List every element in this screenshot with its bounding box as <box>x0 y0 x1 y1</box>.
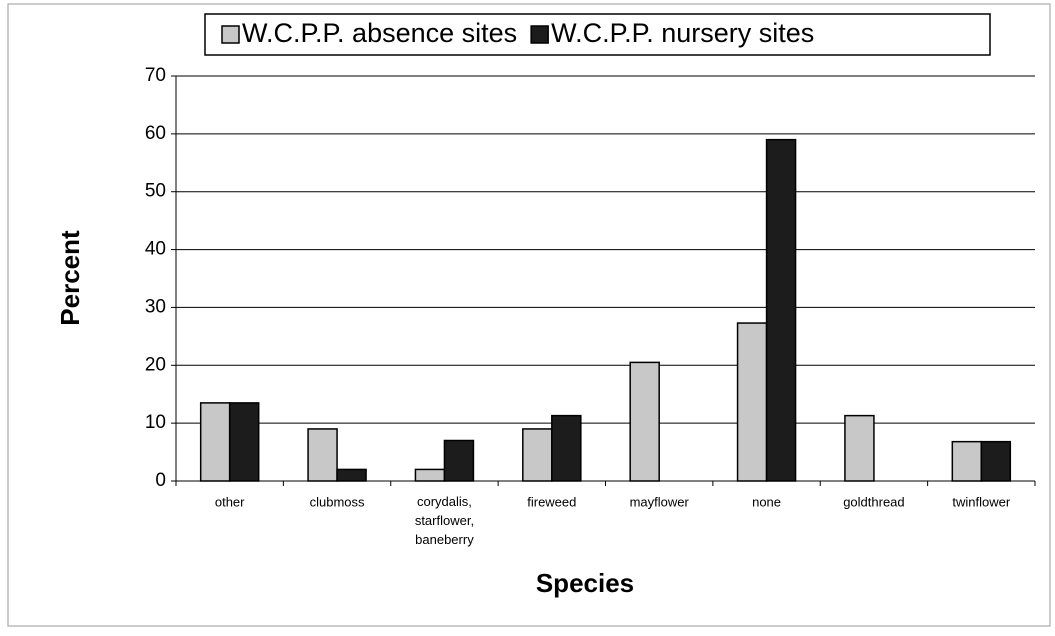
bar <box>307 428 338 482</box>
x-tick-label: clubmoss <box>310 494 365 509</box>
bar <box>199 402 231 482</box>
x-tick-label: other <box>215 494 245 509</box>
legend-swatch <box>221 25 240 44</box>
x-tick-label: fireweed <box>527 494 576 509</box>
legend-swatch <box>530 25 549 44</box>
legend-label: W.C.P.P. nursery sites <box>551 18 814 48</box>
bar <box>443 439 475 482</box>
y-tick-label: 40 <box>145 239 166 260</box>
y-tick-label: 30 <box>145 296 166 317</box>
bar <box>228 402 260 482</box>
y-tick-label: 10 <box>145 412 166 433</box>
x-tick-label: mayflower <box>630 494 690 509</box>
x-tick-label: corydalis, starflower, baneberry <box>415 494 474 547</box>
x-tick-label: twinflower <box>952 494 1010 509</box>
bar <box>765 138 797 482</box>
legend-frame <box>204 13 991 56</box>
bar <box>980 440 1012 482</box>
bar <box>629 361 660 482</box>
x-axis-title: Species <box>536 568 634 598</box>
y-tick-label: 60 <box>145 123 166 144</box>
chart-frame <box>7 3 1051 627</box>
y-axis-title: Percent <box>55 230 85 326</box>
bar <box>844 414 875 482</box>
bar <box>736 322 768 482</box>
y-tick-label: 50 <box>145 181 166 202</box>
bar <box>951 440 983 482</box>
bar <box>336 468 367 482</box>
x-tick-label: none <box>752 494 781 509</box>
x-tick-label: goldthread <box>843 494 904 509</box>
bar <box>522 428 553 482</box>
legend-label: W.C.P.P. absence sites <box>242 18 517 48</box>
y-tick-label: 20 <box>145 354 166 375</box>
y-tick-label: 70 <box>145 65 166 86</box>
bar <box>414 468 446 482</box>
y-tick-label: 0 <box>155 470 166 491</box>
bar <box>551 414 582 482</box>
